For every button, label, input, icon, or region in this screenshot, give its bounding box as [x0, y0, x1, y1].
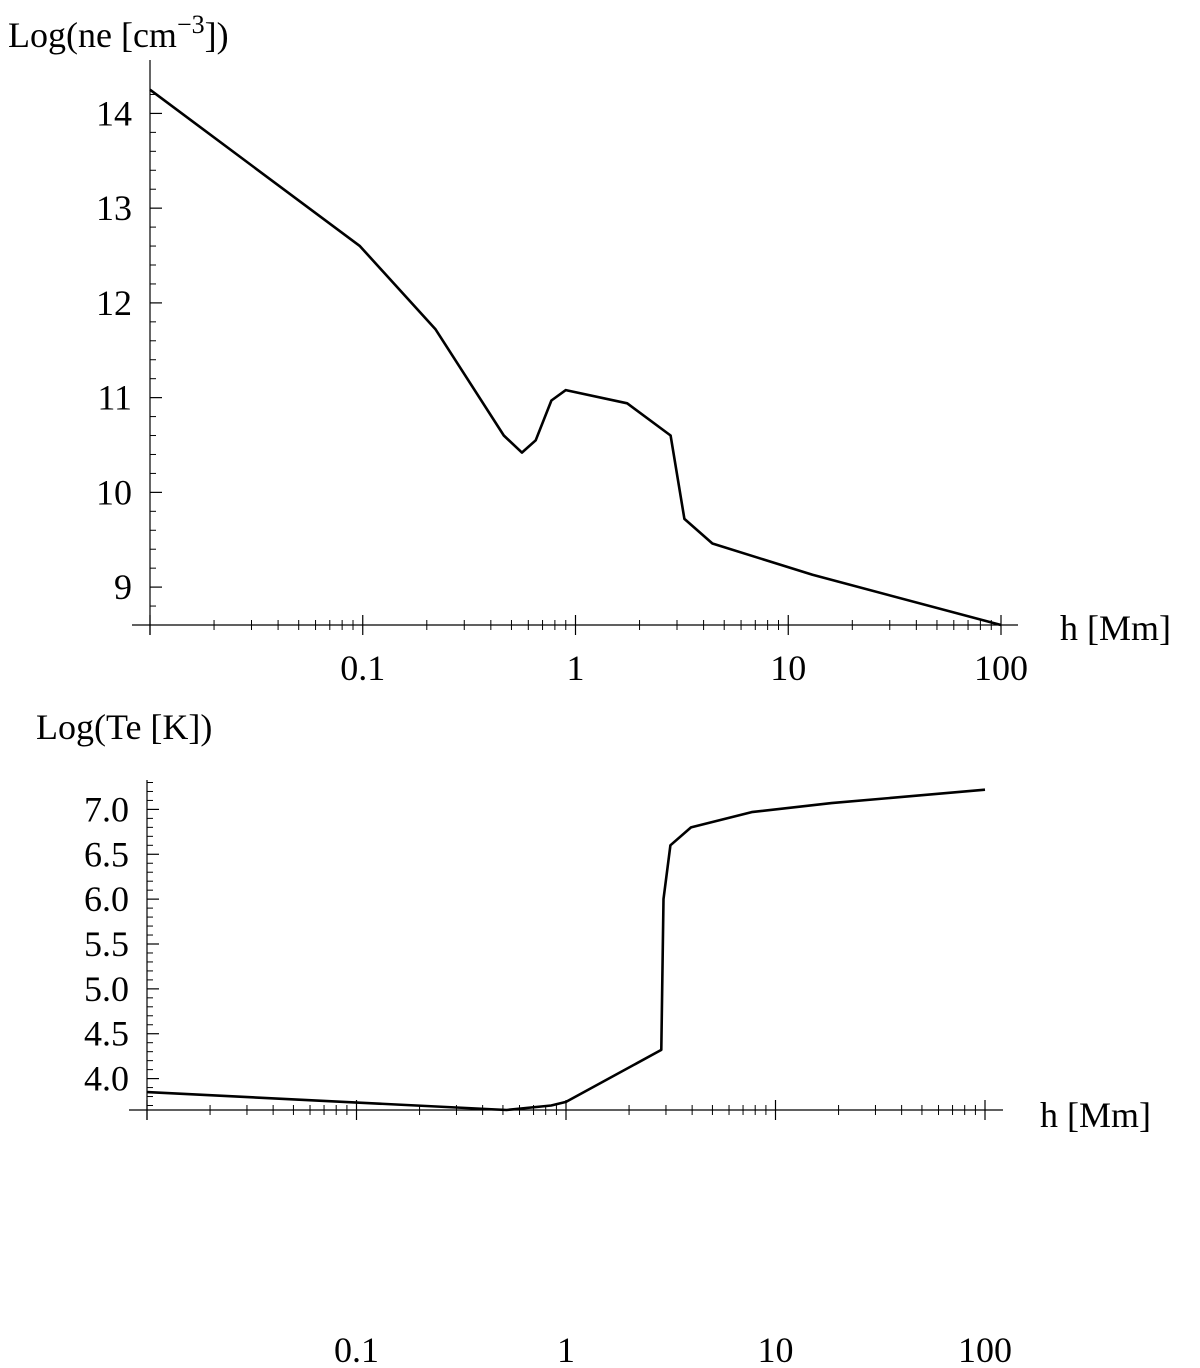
x-tick-label: 1 [567, 648, 585, 688]
x-tick-label: 100 [958, 1330, 1012, 1368]
y-tick-label: 12 [96, 283, 132, 323]
series-line [149, 88, 1002, 627]
x-axis-title: h [Mm] [1040, 1095, 1151, 1135]
y-tick-label: 13 [96, 188, 132, 228]
y-tick-label: 4.5 [84, 1014, 129, 1054]
y-tick-label: 5.0 [84, 969, 129, 1009]
y-tick-label: 7.0 [84, 789, 129, 829]
y-tick-label: 6.0 [84, 879, 129, 919]
y-axis-title-superscript: −3 [177, 10, 205, 39]
y-tick-label: 11 [97, 378, 132, 418]
series-line [146, 788, 986, 1112]
x-tick-label: 100 [974, 648, 1028, 688]
electron-temperature-chart: 0.1 1 10 100 4.0 4.5 5.0 5.5 6.0 6.5 7.0 h [Mm] Log(… [36, 707, 1151, 1368]
y-tick-label: 9 [114, 567, 132, 607]
y-axis-title: Log(ne [cm−3]) [8, 10, 229, 55]
y-axis-title-tail: ]) [205, 15, 229, 55]
x-tick-label: 1 [557, 1330, 575, 1368]
y-tick-label: 10 [96, 472, 132, 512]
y-tick-label: 14 [96, 93, 132, 133]
y-tick-label: 6.5 [84, 834, 129, 874]
x-axis-title: h [Mm] [1060, 608, 1171, 648]
y-axis-title-main: Log(ne [cm [8, 15, 177, 55]
y-axis-title: Log(Te [K]) [36, 707, 212, 747]
y-tick-label: 5.5 [84, 924, 129, 964]
x-tick-label: 0.1 [340, 648, 385, 688]
y-tick-label: 4.0 [84, 1059, 129, 1099]
x-tick-label: 10 [758, 1330, 794, 1368]
electron-density-chart: 0.1 1 10 100 9 10 11 12 13 14 h [Mm] Log(ne [cm−3]) [8, 10, 1171, 688]
x-tick-label: 0.1 [334, 1330, 379, 1368]
x-tick-label: 10 [770, 648, 806, 688]
